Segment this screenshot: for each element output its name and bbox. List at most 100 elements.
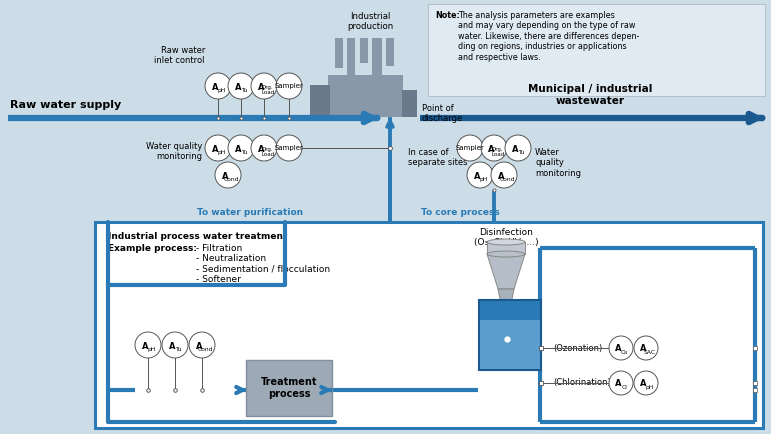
Bar <box>487 242 525 254</box>
Text: A: A <box>222 171 228 181</box>
Circle shape <box>609 336 633 360</box>
Text: Load: Load <box>491 152 504 157</box>
Circle shape <box>162 332 188 358</box>
Text: Water
quality
monitoring: Water quality monitoring <box>535 148 581 178</box>
Text: (Chlorination): (Chlorination) <box>553 378 611 388</box>
Text: A: A <box>640 345 647 353</box>
Ellipse shape <box>487 239 525 245</box>
Text: Point of
discharge: Point of discharge <box>422 104 463 123</box>
Text: A: A <box>498 171 504 181</box>
Text: A: A <box>258 82 264 92</box>
Text: Org.: Org. <box>262 148 274 152</box>
Text: Cl: Cl <box>621 385 628 390</box>
Text: A: A <box>196 342 203 351</box>
Polygon shape <box>498 289 514 304</box>
Circle shape <box>205 135 231 161</box>
Text: O₃: O₃ <box>621 350 628 355</box>
Text: Sampler: Sampler <box>274 145 304 151</box>
Text: Tu: Tu <box>241 150 248 155</box>
Text: - Filtration
- Neutralization
- Sedimentation / flocculation
- Softener: - Filtration - Neutralization - Sediment… <box>196 244 330 284</box>
Text: In case of
separate sites: In case of separate sites <box>408 148 467 168</box>
Text: A: A <box>258 145 264 154</box>
Circle shape <box>189 332 215 358</box>
Text: pH: pH <box>147 347 156 352</box>
Text: Raw water supply: Raw water supply <box>10 100 121 110</box>
Bar <box>310 85 330 117</box>
Polygon shape <box>487 254 525 289</box>
Text: pH: pH <box>645 385 654 390</box>
Text: A: A <box>640 379 647 388</box>
FancyBboxPatch shape <box>95 222 763 428</box>
Circle shape <box>634 336 658 360</box>
Text: Municipal / industrial
wastewater: Municipal / industrial wastewater <box>528 84 652 106</box>
Circle shape <box>135 332 161 358</box>
Text: Industrial
production: Industrial production <box>347 12 393 31</box>
Text: Tu: Tu <box>241 88 248 93</box>
FancyBboxPatch shape <box>479 300 541 370</box>
Text: Raw water
inlet control: Raw water inlet control <box>154 46 205 66</box>
Text: Sampler: Sampler <box>274 83 304 89</box>
Text: A: A <box>615 379 621 388</box>
Circle shape <box>251 73 277 99</box>
Text: pH: pH <box>217 150 226 155</box>
Text: Org.: Org. <box>262 85 274 90</box>
Circle shape <box>457 135 483 161</box>
Circle shape <box>251 135 277 161</box>
Text: Water quality
monitoring: Water quality monitoring <box>146 142 202 161</box>
Text: Cond: Cond <box>224 177 239 182</box>
Bar <box>347 38 355 80</box>
Circle shape <box>205 73 231 99</box>
Text: Note:: Note: <box>435 11 460 20</box>
Circle shape <box>505 135 531 161</box>
FancyBboxPatch shape <box>428 4 765 96</box>
Text: Industrial process water treatment: Industrial process water treatment <box>108 232 288 241</box>
FancyBboxPatch shape <box>480 319 540 369</box>
Text: Org.: Org. <box>492 148 503 152</box>
Text: pH: pH <box>480 177 488 182</box>
Text: Tu: Tu <box>175 347 182 352</box>
Text: Tu: Tu <box>518 150 525 155</box>
Text: Example process:: Example process: <box>108 244 197 253</box>
Circle shape <box>228 73 254 99</box>
Circle shape <box>609 371 633 395</box>
Text: SAC: SAC <box>643 350 655 355</box>
Text: To core process: To core process <box>421 208 500 217</box>
Text: A: A <box>235 82 241 92</box>
Text: A: A <box>212 82 218 92</box>
Bar <box>402 90 417 117</box>
Bar <box>372 38 382 76</box>
Text: Load: Load <box>261 90 274 95</box>
Text: A: A <box>615 345 621 353</box>
Text: (Ozonation): (Ozonation) <box>553 343 602 352</box>
Circle shape <box>481 135 507 161</box>
Bar <box>328 75 403 117</box>
Text: A: A <box>212 145 218 154</box>
Text: To water purification: To water purification <box>197 208 303 217</box>
Ellipse shape <box>487 251 525 257</box>
FancyBboxPatch shape <box>246 360 332 416</box>
Text: Disinfection
(O₃, Cl, UV, ...): Disinfection (O₃, Cl, UV, ...) <box>473 228 538 247</box>
Text: The analysis parameters are examples
and may vary depending on the type of raw
w: The analysis parameters are examples and… <box>458 11 639 62</box>
Text: A: A <box>169 342 175 351</box>
Circle shape <box>634 371 658 395</box>
Circle shape <box>491 162 517 188</box>
Text: Cond: Cond <box>500 177 515 182</box>
Text: A: A <box>512 145 518 154</box>
Bar <box>386 38 394 66</box>
Text: A: A <box>488 145 494 154</box>
Text: A: A <box>142 342 148 351</box>
Circle shape <box>228 135 254 161</box>
Text: Sampler: Sampler <box>456 145 484 151</box>
Bar <box>335 38 343 68</box>
Text: Cond: Cond <box>198 347 214 352</box>
Circle shape <box>215 162 241 188</box>
Circle shape <box>467 162 493 188</box>
Circle shape <box>276 73 302 99</box>
Text: Treatment
process: Treatment process <box>261 377 317 399</box>
Text: Load: Load <box>261 152 274 157</box>
Text: pH: pH <box>217 88 226 93</box>
Bar <box>360 38 368 63</box>
Text: A: A <box>474 171 480 181</box>
Text: A: A <box>235 145 241 154</box>
Circle shape <box>276 135 302 161</box>
